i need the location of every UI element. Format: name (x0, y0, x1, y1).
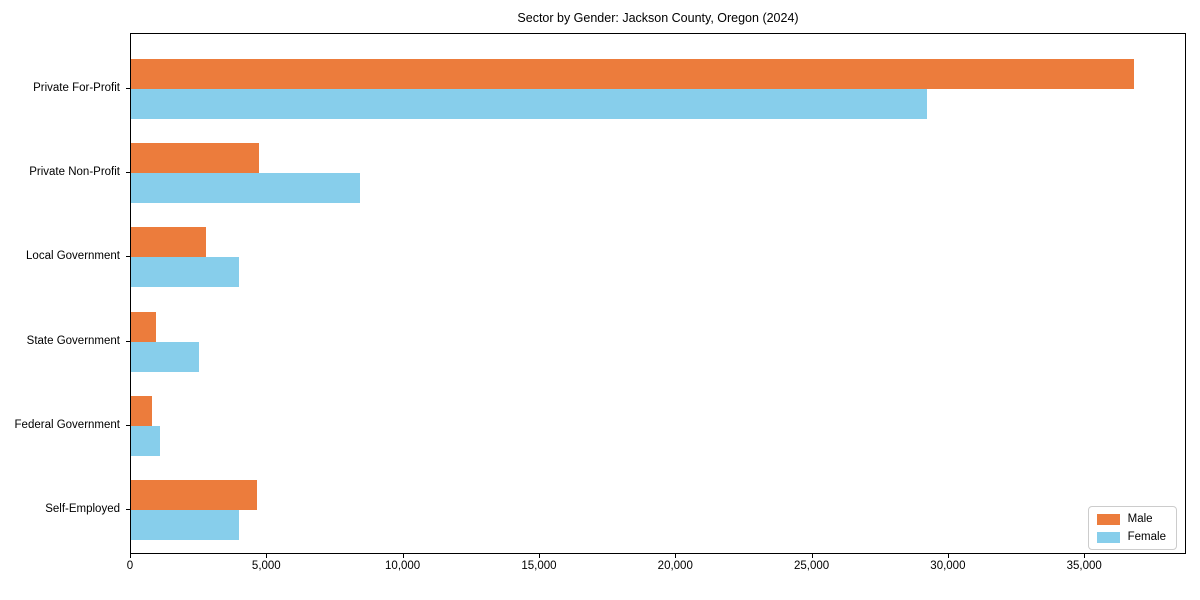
y-tick-label-private-non-profit: Private Non-Profit (29, 166, 120, 179)
x-tick-mark (402, 554, 404, 558)
bar-male-private-for-profit (131, 59, 1135, 89)
legend-item-male: Male (1096, 513, 1166, 525)
bar-female-private-non-profit (131, 173, 360, 204)
x-tick-label-0: 0 (126, 560, 134, 572)
bar-female-private-for-profit (131, 89, 928, 119)
y-tick-label-local-government: Local Government (26, 250, 120, 263)
bar-male-local-government (131, 227, 206, 258)
chart-title: Sector by Gender: Jackson County, Oregon… (517, 11, 799, 25)
x-tick-mark (947, 554, 949, 558)
x-tick-mark (1084, 554, 1086, 558)
legend-swatch-male (1096, 513, 1120, 525)
x-tick-mark (130, 554, 131, 558)
bar-male-federal-government (131, 395, 153, 426)
bar-female-self-employed (131, 510, 239, 540)
bar-female-local-government (131, 257, 239, 288)
bar-male-private-non-profit (131, 143, 260, 174)
x-tick-mark (811, 554, 813, 558)
legend-label-female: Female (1127, 531, 1166, 543)
y-tick-label-federal-government: Federal Government (14, 418, 120, 431)
x-tick-label-10-000: 10,000 (385, 560, 421, 572)
x-tick-mark (538, 554, 540, 558)
bar-female-state-government (131, 341, 199, 372)
y-tick-mark (126, 88, 130, 89)
x-tick-label-15-000: 15,000 (521, 560, 557, 572)
x-tick-label-35-000: 35,000 (1066, 560, 1102, 572)
bar-male-state-government (131, 311, 157, 342)
y-tick-mark (126, 172, 130, 174)
bar-male-self-employed (131, 480, 257, 510)
bar-female-federal-government (131, 425, 161, 456)
x-tick-label-20-000: 20,000 (657, 560, 693, 572)
legend-swatch-female (1096, 531, 1120, 543)
legend: Male Female (1087, 506, 1177, 550)
plot-area: Male Female (130, 33, 1186, 554)
y-tick-mark (126, 509, 130, 510)
legend-label-male: Male (1127, 513, 1153, 525)
legend-item-female: Female (1096, 531, 1166, 543)
x-tick-label-25-000: 25,000 (793, 560, 830, 572)
y-tick-mark (126, 424, 130, 426)
y-tick-label-self-employed: Self-Employed (45, 503, 120, 515)
y-tick-mark (126, 256, 130, 258)
x-tick-mark (266, 554, 268, 558)
y-tick-label-state-government: State Government (26, 334, 120, 347)
x-tick-mark (675, 554, 677, 558)
y-tick-mark (126, 340, 130, 342)
x-tick-label-30-000: 30,000 (930, 560, 966, 572)
y-tick-label-private-for-profit: Private For-Profit (33, 82, 120, 94)
x-tick-label-5-000: 5,000 (251, 560, 281, 572)
